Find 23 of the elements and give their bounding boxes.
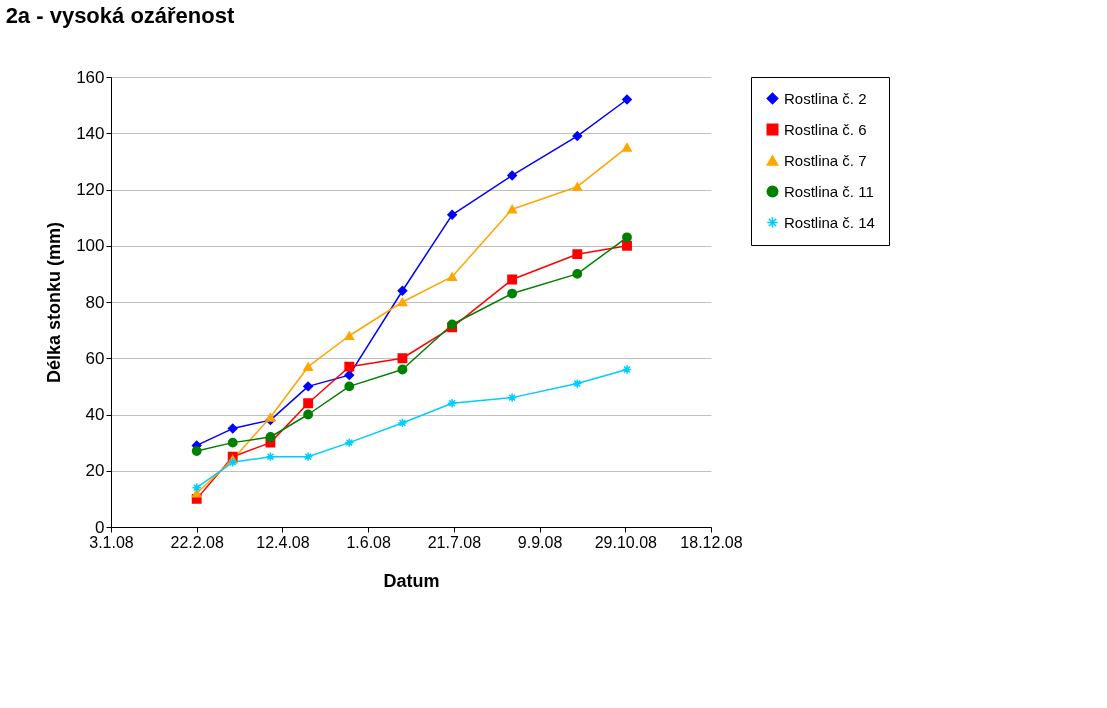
x-tick-label: 9.9.08	[517, 533, 563, 551]
x-tick-label: 18.12.08	[680, 533, 743, 551]
legend-label: Rostlina č. 11	[784, 182, 874, 200]
legend-label: Rostlina č. 14	[784, 213, 875, 231]
y-tick-label: 120	[76, 180, 105, 199]
y-tick-label: 60	[85, 348, 105, 368]
y-tick-label: 140	[76, 123, 105, 143]
y-axis-title: Délka stonku (mm)	[44, 221, 65, 384]
y-tick-label: 20	[85, 461, 105, 481]
y-tick-label: 160	[76, 67, 105, 87]
legend-label: Rostlina č. 7	[784, 151, 867, 169]
x-tick-label: 29.10.08	[594, 533, 658, 551]
x-tick-label: 1.6.08	[346, 533, 391, 551]
y-tick-label: 40	[85, 405, 105, 424]
x-axis-title: Datum	[383, 570, 440, 591]
y-tick-label: 100	[76, 236, 105, 256]
x-tick-label: 22.2.08	[170, 533, 224, 551]
x-tick-label: 21.7.08	[427, 533, 482, 551]
chart-title: 2a - vysoká ozářenost	[5, 3, 235, 28]
legend-label: Rostlina č. 6	[784, 120, 867, 138]
x-tick-label: 12.4.08	[256, 533, 310, 551]
legend-label: Rostlina č. 2	[784, 89, 867, 107]
y-tick-label: 80	[85, 292, 105, 312]
